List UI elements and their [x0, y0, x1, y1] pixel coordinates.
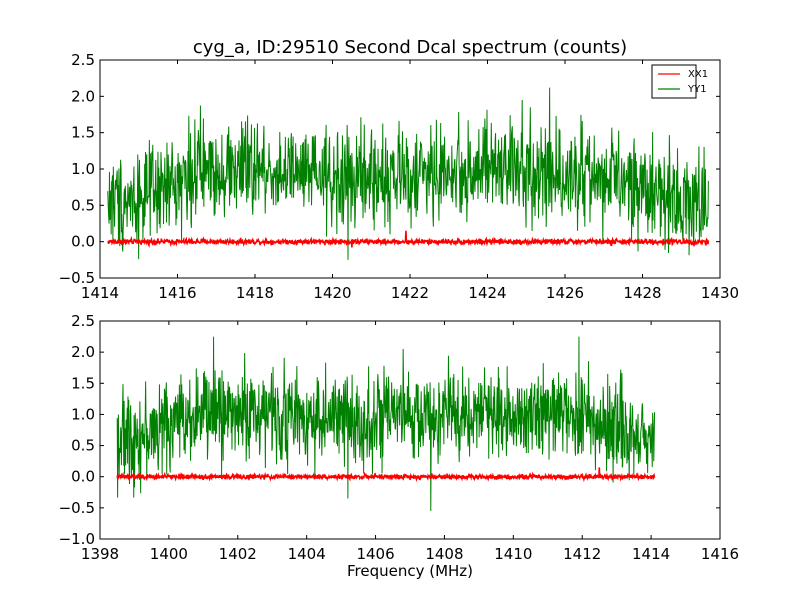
y-tick-label-bottom: 2.0: [71, 343, 95, 361]
y-tick-label-bottom: 2.5: [71, 312, 95, 330]
y-tick-label-bottom: −0.5: [59, 499, 95, 517]
x-tick-label-bottom: 1408: [425, 545, 463, 563]
legend-label-yy1: YY1: [687, 84, 707, 95]
series-yy1-top: [107, 87, 709, 260]
x-tick-label-bottom: 1398: [81, 545, 119, 563]
x-tick-label-top: 1424: [468, 284, 506, 302]
x-tick-label-bottom: 1416: [701, 545, 739, 563]
y-tick-label-top: 0.0: [71, 233, 95, 251]
plot-frame-bottom: [99, 320, 721, 540]
x-tick-label-top: 1418: [236, 284, 274, 302]
chart-title: cyg_a, ID:29510 Second Dcal spectrum (co…: [193, 37, 627, 58]
y-tick-label-bottom: 1.5: [71, 374, 95, 392]
series-xx1-top: [107, 230, 710, 248]
y-tick-label-top: 2.5: [71, 51, 95, 69]
y-tick-label-bottom: 0.5: [71, 437, 95, 455]
x-tick-label-top: 1420: [313, 284, 351, 302]
x-axis-label: Frequency (MHz): [347, 562, 473, 580]
x-tick-label-top: 1426: [546, 284, 584, 302]
x-tick-label-bottom: 1402: [219, 545, 257, 563]
series-yy1-bottom: [116, 336, 656, 511]
x-tick-label-bottom: 1412: [563, 545, 601, 563]
y-tick-label-bottom: 1.0: [71, 405, 95, 423]
x-tick-label-bottom: 1404: [288, 545, 326, 563]
x-tick-label-top: 1430: [701, 284, 739, 302]
y-tick-label-top: −0.5: [59, 269, 95, 287]
x-tick-label-bottom: 1406: [356, 545, 394, 563]
legend-box: [651, 64, 697, 99]
legend-label-xx1: XX1: [688, 69, 708, 80]
series-xx1-bottom: [116, 467, 656, 483]
y-tick-label-top: 0.5: [71, 196, 95, 214]
x-tick-label-bottom: 1410: [494, 545, 532, 563]
x-tick-label-top: 1416: [158, 284, 196, 302]
x-tick-label-top: 1422: [391, 284, 429, 302]
y-tick-label-top: 1.5: [71, 124, 95, 142]
y-tick-label-bottom: −1.0: [59, 530, 95, 548]
x-tick-label-top: 1428: [623, 284, 661, 302]
y-tick-label-top: 1.0: [71, 160, 95, 178]
y-tick-label-bottom: 0.0: [71, 468, 95, 486]
top-panel: 1414 1416 1418 1420 1422 1424 1426 1428 1430 −0.5…: [59, 51, 740, 302]
x-tick-label-top: 1414: [81, 284, 119, 302]
bottom-panel: 1398 1400 1402 1404 1406 1408 1410 1412 1414 1416…: [59, 312, 740, 563]
x-tick-label-bottom: 1414: [632, 545, 670, 563]
legend: XX1 YY1: [651, 64, 708, 99]
y-tick-label-top: 2.0: [71, 87, 95, 105]
x-tick-label-bottom: 1400: [150, 545, 188, 563]
